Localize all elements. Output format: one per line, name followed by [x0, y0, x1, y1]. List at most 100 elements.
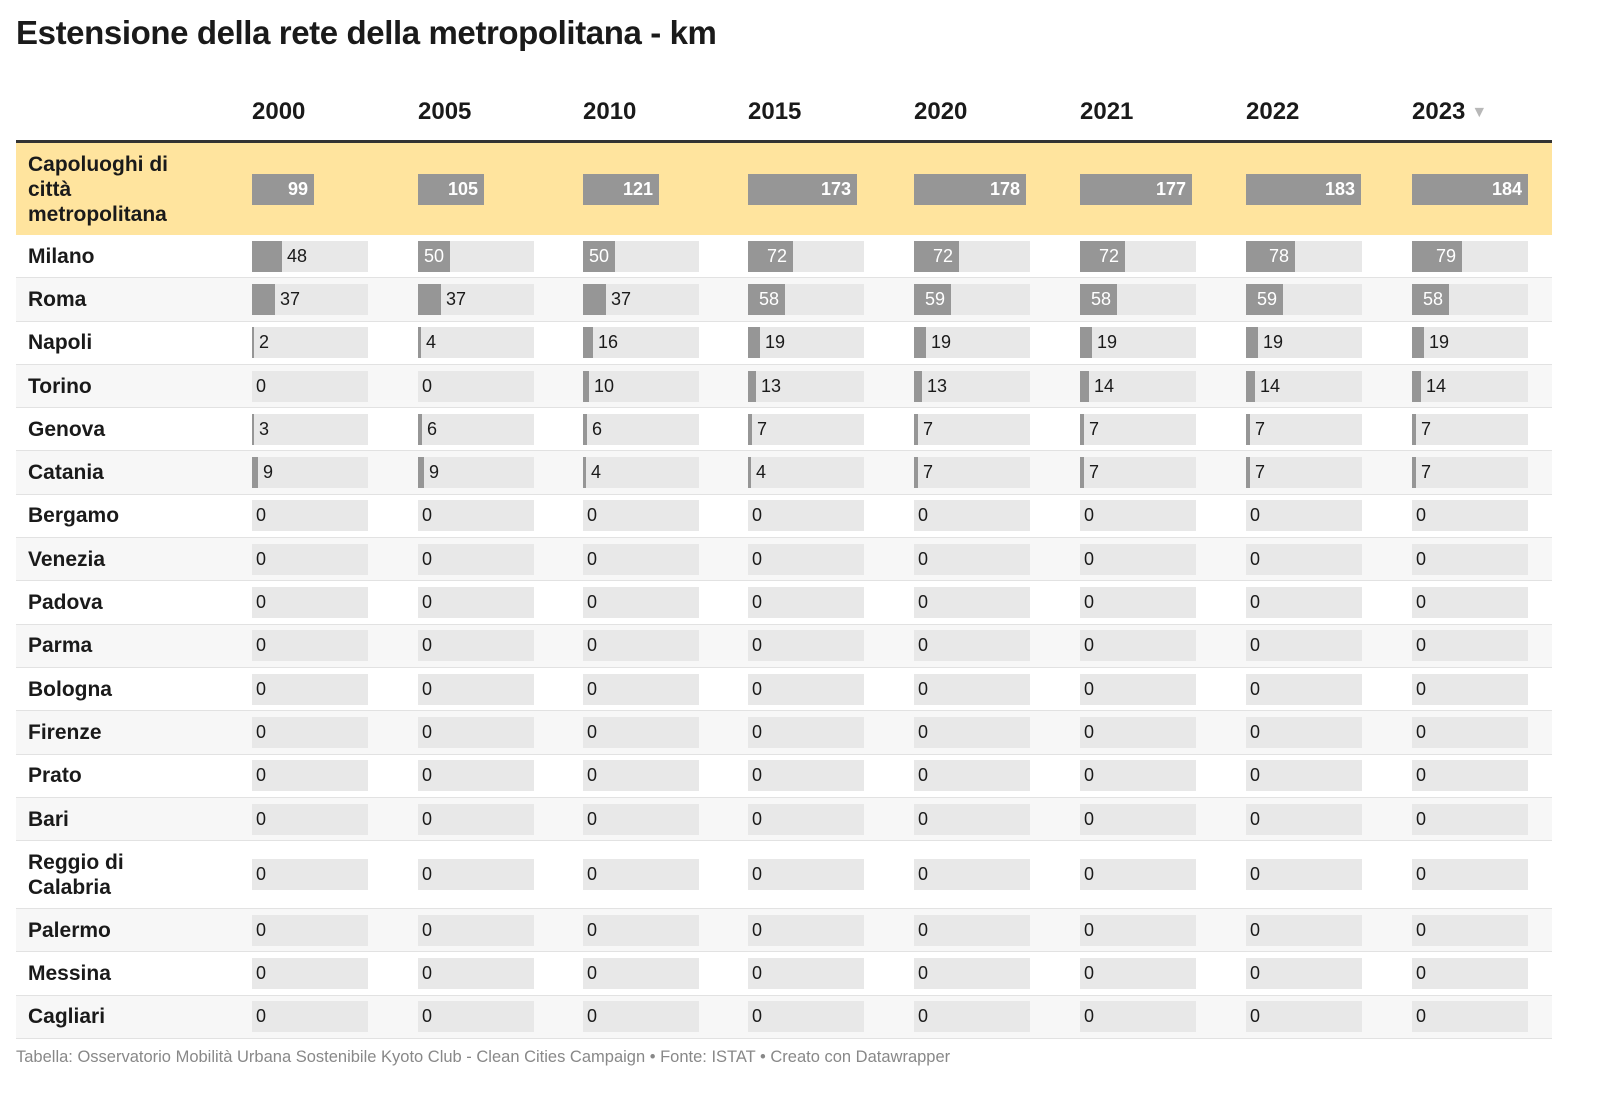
row-label: Bologna [28, 677, 112, 701]
bar-cell: 4 [583, 457, 699, 489]
row-label: Reggio di Calabria [28, 850, 124, 899]
bar-cell: 58 [1080, 283, 1196, 315]
column-header-2000[interactable]: 2000 [252, 98, 305, 126]
bar [748, 457, 751, 489]
bar-cell: 0 [1412, 673, 1528, 705]
bar [1412, 173, 1528, 205]
bar-value-label: 0 [752, 635, 763, 656]
bar-cell: 0 [1246, 760, 1362, 792]
row-label: Venezia [28, 547, 106, 571]
bar [1080, 413, 1084, 445]
bar-value-label: 0 [1084, 919, 1095, 940]
bar-cell: 0 [1080, 958, 1196, 990]
bar [914, 457, 918, 489]
bar-cell: 173 [748, 173, 864, 205]
bar-cell: 0 [914, 673, 1030, 705]
bar-value-label: 0 [256, 592, 267, 613]
bar-cell: 0 [748, 630, 864, 662]
bar-value-label: 59 [1257, 288, 1278, 309]
bar-value-label: 59 [925, 288, 946, 309]
column-header-2021[interactable]: 2021 [1080, 98, 1133, 126]
bar-cell: 7 [914, 457, 1030, 489]
bar-value-label: 0 [1084, 678, 1095, 699]
column-header-2010[interactable]: 2010 [583, 98, 636, 126]
bar-cell: 0 [748, 859, 864, 891]
bar-cell: 0 [1246, 914, 1362, 946]
bar [583, 457, 586, 489]
column-header-2015[interactable]: 2015 [748, 98, 801, 126]
bar-cell: 0 [748, 673, 864, 705]
bar [914, 370, 922, 402]
table-row: Prato 0 0 0 0 0 0 0 0 [16, 755, 1552, 798]
bar [1080, 327, 1092, 359]
bar-value-label: 0 [256, 635, 267, 656]
bar-cell: 14 [1246, 370, 1362, 402]
bar-cell: 0 [418, 859, 534, 891]
bar-cell: 0 [914, 958, 1030, 990]
bar-value-label: 0 [752, 678, 763, 699]
bar-cell: 4 [418, 327, 534, 359]
row-label: Napoli [28, 331, 93, 355]
column-header-label: 2000 [252, 98, 306, 125]
bar-cell: 0 [748, 760, 864, 792]
bar-cell: 0 [252, 543, 368, 575]
table-header: 2000 2005 2010 2015 2020 2021 2022 2023 ▼ [16, 88, 1552, 143]
bar-value-label: 0 [422, 375, 433, 396]
bar [583, 283, 606, 315]
bar-cell: 9 [252, 457, 368, 489]
bar-value-label: 48 [287, 245, 308, 266]
bar-value-label: 0 [1250, 963, 1261, 984]
bar [1246, 327, 1258, 359]
bar-cell: 50 [583, 240, 699, 272]
table-row: Capoluoghi di città metropolitana 99 105 12… [16, 143, 1552, 235]
bar-value-label: 0 [752, 592, 763, 613]
triangle-down-icon[interactable]: ▼ [1471, 104, 1488, 121]
bar-cell: 0 [418, 958, 534, 990]
bar [418, 173, 484, 205]
row-label: Firenze [28, 720, 102, 744]
bar-cell: 0 [914, 587, 1030, 619]
bar-value-label: 0 [1416, 678, 1427, 699]
bar-value-label: 0 [587, 505, 598, 526]
bar-value-label: 7 [1255, 462, 1266, 483]
bar-value-label: 3 [259, 418, 270, 439]
bar-cell: 6 [583, 413, 699, 445]
bar-cell: 178 [914, 173, 1030, 205]
bar-value-label: 99 [288, 178, 309, 199]
table-row: Genova 3 6 6 7 7 7 7 7 [16, 408, 1552, 452]
bar-value-label: 0 [752, 765, 763, 786]
bar-cell: 0 [1080, 543, 1196, 575]
column-header-2022[interactable]: 2022 [1246, 98, 1299, 126]
bar [252, 240, 282, 272]
bar-value-label: 0 [256, 548, 267, 569]
row-label: Milano [28, 244, 95, 268]
bar-value-label: 0 [256, 919, 267, 940]
bar-value-label: 14 [1094, 375, 1115, 396]
bar-cell: 0 [914, 630, 1030, 662]
bar-value-label: 7 [1089, 462, 1100, 483]
column-header-label: 2022 [1246, 98, 1300, 125]
column-header-label: 2020 [914, 98, 968, 125]
bar-value-label: 0 [256, 963, 267, 984]
bar [748, 283, 785, 315]
bar-value-label: 19 [1429, 332, 1450, 353]
bar-value-label: 0 [918, 864, 929, 885]
bar-cell: 19 [1412, 327, 1528, 359]
bar-cell: 0 [1080, 859, 1196, 891]
table-row: Bologna 0 0 0 0 0 0 0 0 [16, 668, 1552, 712]
bar-cell: 0 [1080, 587, 1196, 619]
bar [748, 413, 752, 445]
bar [914, 327, 926, 359]
bar [583, 173, 659, 205]
column-header-2005[interactable]: 2005 [418, 98, 471, 126]
column-header-2023[interactable]: 2023 ▼ [1412, 98, 1487, 126]
bar [1412, 327, 1424, 359]
bar-cell: 0 [418, 587, 534, 619]
bar-cell: 58 [748, 283, 864, 315]
bar-value-label: 0 [1084, 765, 1095, 786]
bar-value-label: 0 [752, 505, 763, 526]
bar-value-label: 0 [1250, 592, 1261, 613]
column-header-2020[interactable]: 2020 [914, 98, 967, 126]
bar-cell: 0 [914, 716, 1030, 748]
row-label: Catania [28, 461, 104, 485]
